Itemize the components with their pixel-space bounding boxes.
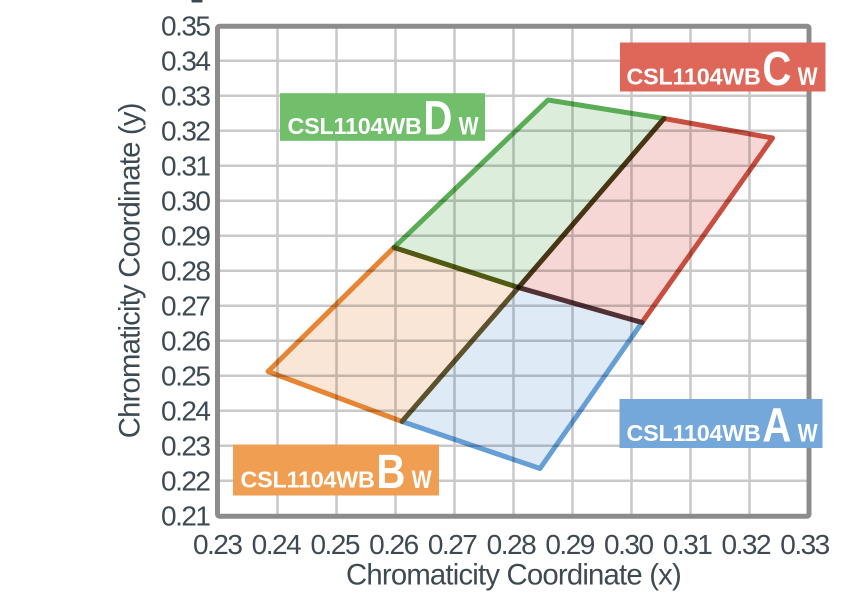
- svg-text:0.28: 0.28: [487, 529, 536, 560]
- svg-text:0.34: 0.34: [161, 45, 210, 76]
- svg-text:0.24: 0.24: [161, 395, 210, 426]
- svg-text:0.35: 0.35: [161, 10, 210, 41]
- svg-text:0.28: 0.28: [161, 255, 210, 286]
- svg-text:Chromaticity Coordinate (y): Chromaticity Coordinate (y): [114, 103, 147, 438]
- svg-text:0.27: 0.27: [428, 529, 477, 560]
- svg-text:0.26: 0.26: [369, 529, 418, 560]
- svg-text:0.32: 0.32: [161, 115, 210, 146]
- svg-text:0.22: 0.22: [161, 465, 210, 496]
- svg-text:0.27: 0.27: [161, 290, 210, 321]
- svg-text:0.29: 0.29: [161, 220, 210, 251]
- svg-text:0.23: 0.23: [193, 529, 242, 560]
- svg-text:0.29: 0.29: [545, 529, 594, 560]
- svg-text:Chromaticity Coordinate (x): Chromaticity Coordinate (x): [346, 559, 681, 592]
- svg-text:0.32: 0.32: [722, 529, 771, 560]
- svg-text:0.31: 0.31: [663, 529, 712, 560]
- svg-text:0.24: 0.24: [252, 529, 301, 560]
- svg-text:0.25: 0.25: [161, 360, 210, 391]
- svg-text:0.26: 0.26: [161, 325, 210, 356]
- svg-text:0.25: 0.25: [310, 529, 359, 560]
- svg-text:0.33: 0.33: [780, 529, 829, 560]
- svg-text:0.31: 0.31: [161, 150, 210, 181]
- svg-text:0.30: 0.30: [161, 185, 210, 216]
- svg-text:0.33: 0.33: [161, 80, 210, 111]
- svg-text:0.23: 0.23: [161, 430, 210, 461]
- svg-text:0.21: 0.21: [161, 500, 210, 531]
- svg-text:0.30: 0.30: [604, 529, 653, 560]
